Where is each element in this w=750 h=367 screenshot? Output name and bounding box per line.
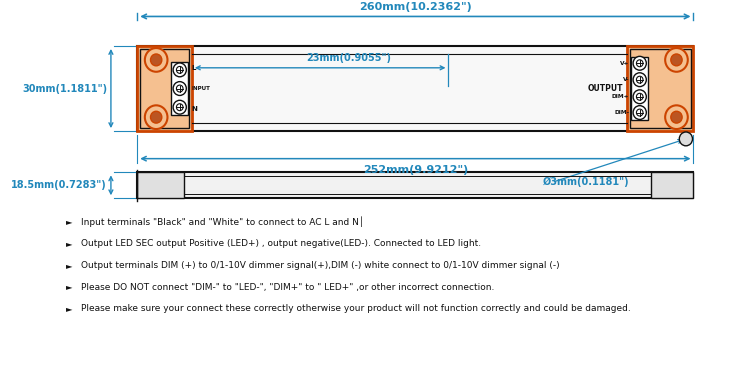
Text: 252mm(9.9212"): 252mm(9.9212") xyxy=(363,164,468,175)
Circle shape xyxy=(633,73,646,87)
Bar xyxy=(651,172,694,198)
Text: INPUT: INPUT xyxy=(191,86,210,91)
Bar xyxy=(137,172,694,198)
Text: Ø3mm(0.1181"): Ø3mm(0.1181") xyxy=(543,177,629,188)
Bar xyxy=(137,172,184,198)
Text: ►: ► xyxy=(66,217,73,226)
Circle shape xyxy=(633,57,646,70)
Text: 18.5mm(0.7283"): 18.5mm(0.7283") xyxy=(11,180,107,190)
Bar xyxy=(137,46,192,131)
Circle shape xyxy=(670,111,682,123)
Bar xyxy=(171,62,188,115)
Text: ►: ► xyxy=(66,261,73,270)
Circle shape xyxy=(151,111,162,123)
Text: ►: ► xyxy=(66,283,73,291)
Text: Please make sure your connect these correctly otherwise your product will not fu: Please make sure your connect these corr… xyxy=(81,304,631,313)
Text: Please DO NOT connect "DIM-" to "LED-", "DIM+" to " LED+" ,or other incorrect co: Please DO NOT connect "DIM-" to "LED-", … xyxy=(81,283,494,291)
Text: Input terminals "Black" and "White" to connect to AC L and N│: Input terminals "Black" and "White" to c… xyxy=(81,217,364,227)
Text: V+: V+ xyxy=(620,61,629,66)
Circle shape xyxy=(145,105,167,129)
Text: DIM-: DIM- xyxy=(614,110,629,115)
Circle shape xyxy=(665,48,688,72)
Text: 30mm(1.1811"): 30mm(1.1811") xyxy=(22,84,107,94)
Text: 23mm(0.9055"): 23mm(0.9055") xyxy=(306,53,391,63)
Bar xyxy=(137,46,694,131)
Circle shape xyxy=(633,106,646,120)
Bar xyxy=(630,49,691,128)
Circle shape xyxy=(145,48,167,72)
Circle shape xyxy=(670,54,682,66)
Text: OUTPUT: OUTPUT xyxy=(587,84,622,93)
Text: Output terminals DIM (+) to 0/1-10V dimmer signal(+),DIM (-) white connect to 0/: Output terminals DIM (+) to 0/1-10V dimm… xyxy=(81,261,560,270)
Text: ►: ► xyxy=(66,304,73,313)
Text: 260mm(10.2362"): 260mm(10.2362") xyxy=(359,1,472,11)
Circle shape xyxy=(173,81,186,95)
Text: ►: ► xyxy=(66,239,73,248)
Circle shape xyxy=(633,90,646,103)
Circle shape xyxy=(151,54,162,66)
Bar xyxy=(140,49,189,128)
Text: Output LED SEC output Positive (LED+) , output negative(LED-). Connected to LED : Output LED SEC output Positive (LED+) , … xyxy=(81,239,481,248)
Bar xyxy=(628,46,694,131)
Circle shape xyxy=(173,63,186,77)
Text: DIM+: DIM+ xyxy=(612,94,629,99)
Bar xyxy=(632,57,648,120)
Text: L: L xyxy=(191,65,196,71)
Circle shape xyxy=(665,105,688,129)
Circle shape xyxy=(680,132,692,146)
Text: V-: V- xyxy=(622,77,629,82)
Circle shape xyxy=(173,100,186,114)
Text: N: N xyxy=(191,106,197,112)
